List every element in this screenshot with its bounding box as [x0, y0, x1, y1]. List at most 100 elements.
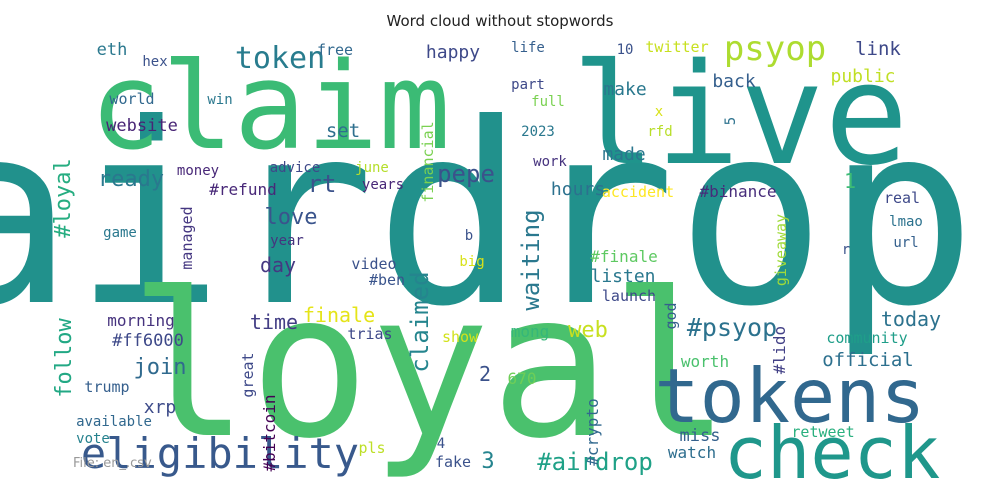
word-x-89: x: [655, 104, 663, 120]
word-worth-46: worth: [681, 352, 729, 371]
word-rfd-90: rfd: [647, 124, 672, 140]
word-refund-51: #refund: [209, 180, 276, 199]
word-community-47: community: [826, 329, 907, 347]
word-loyal-1: loyal: [129, 250, 731, 483]
word-happy-31: happy: [426, 42, 480, 63]
word-670-61: 670: [508, 369, 537, 388]
word-available-70: available: [76, 414, 152, 430]
word-waiting-13: waiting: [517, 209, 545, 310]
word-eligibility-6: eligibility: [81, 429, 359, 478]
word-accident-62: accident: [602, 183, 674, 201]
word-trias-65: trias: [347, 325, 392, 343]
word-public-39: public: [830, 66, 895, 87]
word-real-95: real: [884, 189, 920, 207]
word-website-41: website: [106, 116, 178, 136]
word-june-75: june: [355, 160, 389, 176]
word-vote-69: vote: [76, 431, 110, 447]
word-big-93: big: [459, 254, 484, 270]
word-3-28: 3: [481, 449, 494, 474]
word-airdrop-0: airdrop: [0, 70, 977, 361]
word-xrp-37: xrp: [144, 397, 177, 418]
word-claim-2: claim: [89, 38, 450, 177]
word-claimed-10: claimed: [406, 271, 434, 372]
word-10-87: 10: [617, 42, 634, 58]
word-psyop-9: #psyop: [687, 313, 777, 342]
word-retweet-48: retweet: [791, 423, 854, 441]
word-day-22: day: [260, 253, 296, 277]
word-2-30: 2: [479, 362, 491, 386]
word-work-78: work: [533, 154, 567, 170]
word-love-15: love: [265, 205, 318, 230]
word-web-20: web: [568, 318, 608, 343]
word-listen-36: listen: [590, 266, 655, 287]
chart-title: Word cloud without stopwords: [386, 12, 614, 30]
word-make-33: make: [603, 79, 646, 100]
word-set-27: set: [326, 120, 360, 142]
word-airdrop-11: #airdrop: [537, 448, 653, 476]
word-official-25: official: [822, 349, 914, 371]
word-hex-81: hex: [142, 54, 167, 70]
word-launch-63: launch: [602, 287, 656, 305]
word-join-17: join: [134, 355, 187, 380]
word-crypto-54: #crypto: [583, 398, 602, 465]
word-god-60: god: [662, 302, 680, 329]
word-twitter-88: twitter: [645, 38, 708, 56]
word-tokens-4: tokens: [655, 352, 926, 440]
word-pepe-12: pepe: [437, 160, 495, 188]
word-hours-35: hours: [551, 179, 605, 200]
word-bitcoin-53: #bitcoin: [260, 394, 279, 471]
word-game-72: game: [103, 225, 137, 241]
word-loyal-18: #loyal: [51, 158, 76, 237]
word-video-64: video: [351, 255, 396, 273]
word-b-92: b: [465, 228, 473, 244]
word-follow-19: follow: [52, 318, 77, 398]
word-2023-86: 2023: [521, 124, 555, 140]
word-great-59: great: [239, 352, 257, 397]
word-1-29: 1: [844, 169, 856, 193]
word-finale-23: finale: [303, 303, 375, 327]
word-psyop-7: psyop: [724, 29, 826, 69]
word-4-98: 4: [437, 436, 445, 452]
word-check-5: check: [724, 411, 941, 495]
word-show-66: show: [442, 328, 479, 346]
word-win-80: win: [207, 92, 232, 108]
word-financial-56: financial: [419, 121, 437, 202]
word-money-77: money: [177, 163, 219, 179]
word-r-94: r: [842, 242, 850, 258]
word-year-73: year: [270, 233, 304, 249]
source-note: File: en_.csv: [73, 456, 152, 471]
word-rt-16: rt: [308, 170, 337, 198]
word-link-26: link: [855, 38, 901, 60]
word-world-79: world: [109, 90, 154, 108]
word-lido-55: #lido: [770, 326, 789, 374]
word-pls-68: pls: [358, 439, 385, 457]
word-ben-52: #ben: [369, 271, 405, 289]
word-lmao-96: lmao: [889, 214, 923, 230]
word-mong-38: mong: [511, 322, 550, 341]
word-fake-67: fake: [435, 453, 471, 471]
word-ready-14: ready: [98, 167, 164, 192]
word-miss-44: miss: [680, 426, 721, 446]
word-trump-71: trump: [84, 378, 129, 396]
word-giveaway-57: giveaway: [772, 214, 790, 286]
word-time-21: time: [250, 310, 298, 334]
word-token-8: token: [235, 41, 325, 76]
word-made-34: made: [602, 144, 645, 165]
word-ff6000-42: #ff6000: [112, 331, 184, 351]
word-5-91: 5: [723, 117, 739, 125]
word-watch-45: watch: [668, 443, 716, 462]
word-back-32: back: [712, 71, 756, 92]
word-years-74: years: [362, 177, 404, 193]
word-binance-50: #binance: [699, 182, 776, 201]
word-managed-58: managed: [178, 206, 196, 269]
word-today-24: today: [881, 307, 941, 331]
word-morning-43: morning: [107, 311, 174, 330]
word-advice-76: advice: [270, 160, 321, 176]
word-eth-40: eth: [97, 40, 128, 60]
word-life-83: life: [511, 40, 545, 56]
word-full-85: full: [531, 94, 565, 110]
word-live-3: live: [571, 34, 908, 197]
word-part-84: part: [511, 77, 545, 93]
